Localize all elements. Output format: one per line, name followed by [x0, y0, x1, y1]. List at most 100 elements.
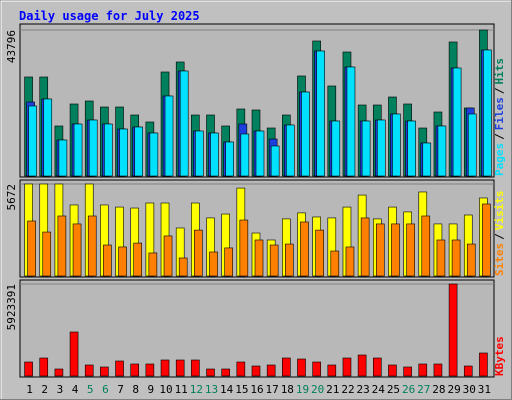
bar [407, 120, 416, 177]
plot-area [19, 279, 495, 378]
bar [300, 221, 309, 277]
bar [130, 363, 140, 377]
bar [134, 126, 144, 177]
bar [103, 244, 112, 277]
bar [406, 223, 415, 277]
x-tick-label: 18 [281, 383, 294, 396]
x-tick-label: 6 [102, 383, 109, 396]
bar [301, 91, 310, 177]
bar [482, 203, 491, 277]
x-tick-label: 14 [220, 383, 234, 396]
bar [403, 366, 412, 377]
bar [375, 223, 385, 277]
legend-entry: KBytes [493, 336, 506, 376]
x-tick-label: 23 [357, 383, 370, 396]
x-tick-label: 19 [296, 383, 309, 396]
legend-separator: / [493, 233, 506, 240]
bar [436, 239, 446, 277]
x-tick-label: 22 [341, 383, 354, 396]
bar [100, 366, 109, 377]
legend: Pages / Files / Hits [493, 58, 506, 176]
bar [84, 364, 94, 377]
x-tick-label: 20 [311, 383, 324, 396]
bar [118, 246, 127, 277]
x-tick-label: 2 [41, 383, 48, 396]
bar [463, 365, 473, 377]
bar [270, 145, 280, 177]
bar [175, 359, 185, 377]
x-tick-label: 7 [117, 383, 124, 396]
bar [437, 125, 447, 177]
x-tick-label: 12 [190, 383, 203, 396]
bar [163, 235, 173, 277]
bar [236, 361, 246, 377]
bar [27, 220, 36, 277]
bar [392, 113, 401, 177]
bar [251, 365, 261, 377]
legend: KBytes [493, 336, 506, 376]
y-tick-label: 5672 [5, 184, 18, 211]
x-tick-label: 24 [372, 383, 386, 396]
bar [133, 242, 143, 277]
bar [316, 50, 325, 177]
bar [43, 98, 53, 177]
bar [448, 283, 458, 377]
bar [160, 359, 170, 377]
bar [297, 358, 306, 377]
bar [88, 119, 98, 177]
bar [452, 67, 462, 177]
bar [286, 124, 295, 177]
bar [372, 357, 382, 377]
bar [418, 363, 428, 377]
bar [331, 120, 341, 177]
x-tick-label: 13 [205, 383, 218, 396]
bar [315, 229, 324, 277]
x-tick-label: 27 [417, 383, 430, 396]
bar [346, 66, 356, 177]
bar [210, 132, 219, 177]
bar [87, 215, 97, 277]
y-tick-label: 43796 [5, 30, 18, 63]
x-tick-label: 11 [175, 383, 188, 396]
bar [361, 120, 371, 177]
legend-entry: Hits [493, 58, 506, 85]
bar [269, 244, 279, 277]
bar [467, 113, 477, 177]
bar [191, 359, 200, 377]
bar [451, 239, 461, 277]
x-tick-label: 31 [478, 383, 491, 396]
bar [225, 141, 234, 177]
bar [149, 132, 159, 177]
bar [42, 231, 52, 277]
x-tick-label: 21 [326, 383, 339, 396]
bar [224, 247, 233, 277]
bar [73, 123, 83, 177]
bar [24, 361, 33, 377]
x-tick-label: 26 [402, 383, 415, 396]
bar [195, 130, 204, 177]
bar [28, 105, 37, 177]
bar [479, 352, 488, 377]
bar [312, 361, 321, 377]
x-tick-label: 29 [447, 383, 460, 396]
bar [72, 223, 82, 277]
bar [388, 364, 397, 377]
x-tick-label: 5 [87, 383, 94, 396]
bar [285, 243, 294, 277]
bar [148, 252, 158, 277]
legend-entry: Pages [493, 143, 506, 176]
bar [357, 354, 367, 377]
bar [115, 360, 124, 377]
x-tick-label: 15 [235, 383, 248, 396]
legend-separator: / [493, 133, 506, 140]
bar [206, 368, 215, 377]
bar [466, 243, 476, 277]
legend-entry: Visits [493, 191, 506, 231]
legend-entry: Files [493, 97, 506, 130]
bar [57, 215, 67, 277]
legend-entry: Sites [493, 243, 506, 276]
x-tick-label: 28 [432, 383, 445, 396]
bar [145, 363, 155, 377]
